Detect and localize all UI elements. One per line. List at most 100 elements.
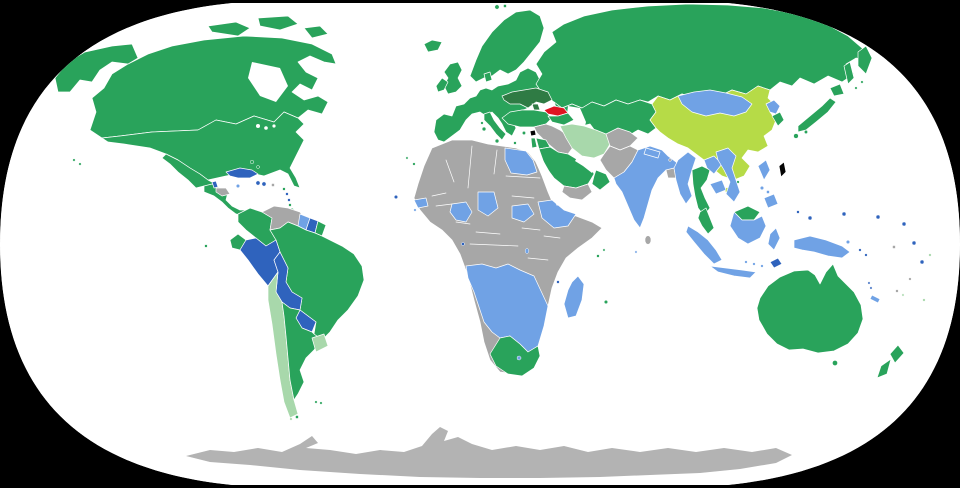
persian-gulf	[575, 156, 596, 173]
region-fiji	[901, 293, 905, 297]
region-australia	[756, 263, 864, 354]
region-svalbard	[503, 4, 507, 8]
region-africa	[413, 139, 603, 375]
region-indonesia	[685, 225, 723, 265]
region-lebanon	[529, 129, 537, 137]
region-indonesia	[744, 260, 748, 264]
region-sardinia	[481, 126, 487, 132]
region-italy	[483, 111, 507, 141]
region-pacific-island	[875, 214, 881, 220]
region-taiwan	[778, 161, 787, 178]
region-pacific-island	[928, 253, 932, 257]
region-kamchatka	[857, 45, 873, 75]
region-senegal	[413, 197, 429, 209]
region-philippines	[763, 193, 779, 209]
region-ethiopia	[537, 199, 577, 229]
region-kurils	[860, 80, 864, 84]
region-new-zealand	[889, 344, 905, 364]
region-myanmar	[673, 151, 697, 205]
region-uk	[443, 61, 463, 95]
region-philippines	[757, 159, 771, 181]
region-lesotho	[516, 355, 522, 361]
region-south-korea	[771, 111, 785, 127]
region-maldives	[634, 250, 638, 254]
region-timor-leste	[769, 257, 783, 269]
region-jamaica	[235, 183, 241, 189]
region-madeira	[405, 156, 409, 160]
region-solomons	[864, 253, 868, 257]
region-mauritius	[603, 299, 609, 305]
region-egypt	[504, 147, 538, 176]
region-lesser-antilles	[287, 198, 291, 202]
region-south-africa	[489, 335, 541, 377]
region-svalbard	[494, 4, 500, 10]
region-corsica	[480, 121, 484, 125]
region-canary	[412, 162, 416, 166]
region-dominican-republic	[261, 181, 267, 187]
region-japan	[793, 133, 799, 139]
region-canada-arctic	[207, 21, 251, 37]
region-yemen	[561, 183, 593, 201]
region-indonesia	[709, 265, 757, 279]
region-hawaii	[78, 162, 82, 166]
region-guinea-bissau	[413, 208, 417, 212]
region-alaska	[54, 43, 139, 93]
region-sri-lanka	[644, 235, 652, 245]
region-canada-arctic	[303, 25, 329, 39]
region-malaysia	[697, 207, 715, 235]
great-lakes	[264, 126, 268, 130]
region-antarctica	[186, 427, 792, 478]
region-new-caledonia	[869, 294, 881, 304]
region-rwanda-burundi	[524, 248, 530, 254]
region-indonesia	[760, 264, 764, 268]
region-crete	[513, 141, 517, 145]
region-mongolia	[677, 89, 753, 117]
region-palau	[796, 210, 800, 214]
region-indonesia	[767, 227, 781, 251]
region-pacific-island	[807, 215, 813, 221]
region-vietnam	[715, 147, 741, 203]
region-ireland	[435, 77, 449, 93]
region-oman	[591, 169, 611, 191]
region-cyprus	[522, 131, 526, 135]
region-puerto-rico	[271, 183, 275, 187]
region-sakhalin	[843, 61, 855, 85]
region-tasmania	[832, 360, 838, 366]
region-pacific-island	[901, 221, 907, 227]
region-uruguay	[311, 333, 329, 353]
region-canada-arctic	[257, 15, 299, 31]
region-sicily	[494, 138, 500, 144]
hudson-bay	[248, 62, 288, 102]
region-pacific-island	[908, 277, 912, 281]
region-new-guinea	[793, 235, 851, 259]
region-vanuatu	[867, 281, 871, 285]
region-japan	[829, 83, 845, 97]
region-tierra-del-fuego	[295, 415, 299, 419]
region-philippines	[766, 190, 770, 194]
region-galapagos	[204, 244, 208, 248]
region-tierra-del-fuego	[289, 417, 293, 421]
region-kurils	[854, 86, 858, 90]
region-sao-tome	[461, 242, 465, 246]
region-south-sudan	[511, 203, 535, 223]
region-lesser-antilles	[288, 203, 292, 207]
region-vanuatu	[869, 286, 873, 290]
region-indonesia	[752, 262, 756, 266]
region-nepal	[643, 147, 661, 159]
region-pacific-island	[892, 245, 896, 249]
region-japan	[797, 97, 837, 133]
region-scandinavia	[469, 9, 545, 83]
region-pacific-island	[922, 298, 926, 302]
region-israel	[530, 137, 538, 149]
region-north-korea	[765, 99, 781, 115]
region-seychelles	[596, 254, 600, 258]
region-armenia-azerbaijan	[547, 112, 575, 126]
region-philippines	[759, 185, 765, 191]
region-new-britain	[845, 239, 851, 245]
region-falklands	[314, 400, 318, 404]
region-bahamas	[256, 165, 260, 169]
region-nigeria	[449, 201, 473, 223]
region-denmark	[483, 71, 493, 83]
red-sea	[533, 153, 564, 206]
